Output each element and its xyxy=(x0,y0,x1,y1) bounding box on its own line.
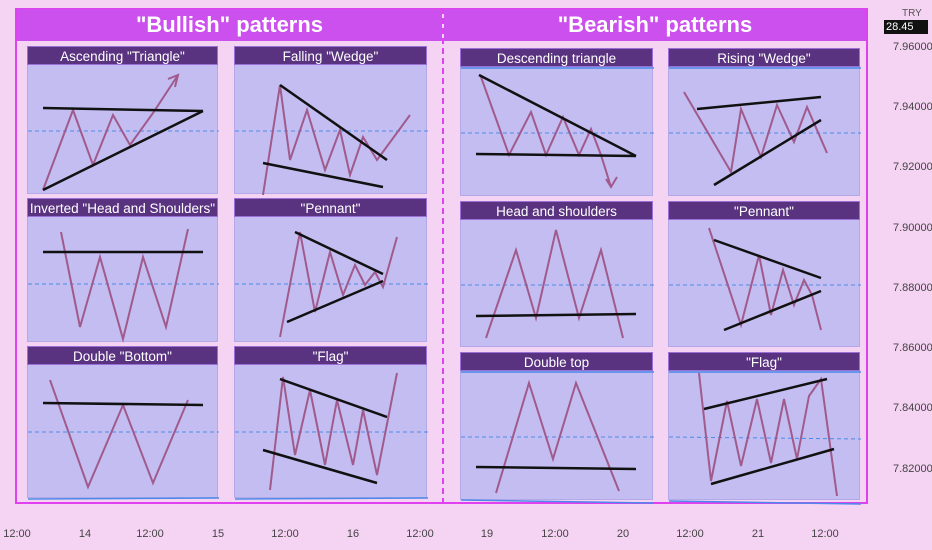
time-axis[interactable] xyxy=(0,520,880,550)
panel-head-shoulders xyxy=(460,219,654,347)
title-bullish-flag: "Flag" xyxy=(234,346,427,365)
time-tick: 12:00 xyxy=(3,528,31,540)
title-head-shoulders: Head and shoulders xyxy=(460,201,653,220)
time-tick: 12:00 xyxy=(406,528,434,540)
time-tick: 12:00 xyxy=(136,528,164,540)
falling-wedge-drawing xyxy=(235,83,428,196)
ascending-triangle-drawing xyxy=(28,73,219,192)
panel-falling-wedge xyxy=(234,64,428,196)
time-tick: 16 xyxy=(346,528,360,540)
price-tick: 7.84000 xyxy=(893,402,932,414)
panel-double-bottom xyxy=(27,364,220,500)
bearish-pennant-drawing xyxy=(669,227,861,332)
price-tick: 7.96000 xyxy=(893,41,932,53)
head-shoulders-drawing xyxy=(461,229,654,339)
title-double-bottom: Double "Bottom" xyxy=(27,346,218,365)
panel-bullish-flag xyxy=(234,364,429,500)
inverted-head-shoulders-drawing xyxy=(28,228,219,343)
time-tick: 14 xyxy=(78,528,92,540)
price-axis[interactable] xyxy=(880,0,932,520)
title-bearish-pennant: "Pennant" xyxy=(668,201,860,220)
price-tick: 7.82000 xyxy=(893,463,932,475)
title-bearish-flag: "Flag" xyxy=(668,352,860,371)
price-tick: 7.94000 xyxy=(893,101,932,113)
time-tick: 15 xyxy=(211,528,225,540)
descending-triangle-drawing xyxy=(461,67,654,189)
title-double-top: Double top xyxy=(460,352,653,371)
time-tick: 12:00 xyxy=(541,528,569,540)
current-price-badge: 28.45 xyxy=(884,20,928,34)
double-top-drawing xyxy=(460,371,655,504)
dashed-divider xyxy=(442,8,444,504)
time-tick: 19 xyxy=(480,528,494,540)
title-bullish-pennant: "Pennant" xyxy=(234,198,427,217)
bearish-flag-drawing xyxy=(668,371,862,505)
bullish-flag-drawing xyxy=(234,372,429,500)
currency-label: TRY xyxy=(902,8,922,19)
price-tick: 7.86000 xyxy=(893,342,932,354)
panel-bullish-pennant xyxy=(234,216,428,342)
price-tick: 7.90000 xyxy=(893,222,932,234)
panel-inverted-head-shoulders xyxy=(27,216,219,343)
panel-ascending-triangle xyxy=(27,64,219,194)
double-bottom-drawing xyxy=(27,379,220,500)
time-tick: 12:00 xyxy=(271,528,299,540)
title-rising-wedge: Rising "Wedge" xyxy=(668,48,860,67)
price-tick: 7.92000 xyxy=(893,161,932,173)
bearish-header: "Bearish" patterns xyxy=(444,9,866,41)
panel-descending-triangle xyxy=(460,66,654,196)
bullish-pennant-drawing xyxy=(235,230,428,338)
time-tick: 12:00 xyxy=(676,528,704,540)
panel-rising-wedge xyxy=(668,66,861,196)
panel-double-top xyxy=(460,370,655,504)
rising-wedge-drawing xyxy=(669,67,861,187)
time-tick: 20 xyxy=(616,528,630,540)
price-tick: 7.88000 xyxy=(893,282,932,294)
title-inverted-head-shoulders: Inverted "Head and Shoulders" xyxy=(27,198,218,217)
panel-bearish-flag xyxy=(668,370,862,505)
title-ascending-triangle: Ascending "Triangle" xyxy=(27,46,218,65)
time-tick: 21 xyxy=(751,528,765,540)
title-descending-triangle: Descending triangle xyxy=(460,48,653,67)
panel-bearish-pennant xyxy=(668,219,861,347)
title-falling-wedge: Falling "Wedge" xyxy=(234,46,427,65)
time-tick: 12:00 xyxy=(811,528,839,540)
bullish-header: "Bullish" patterns xyxy=(17,9,442,41)
